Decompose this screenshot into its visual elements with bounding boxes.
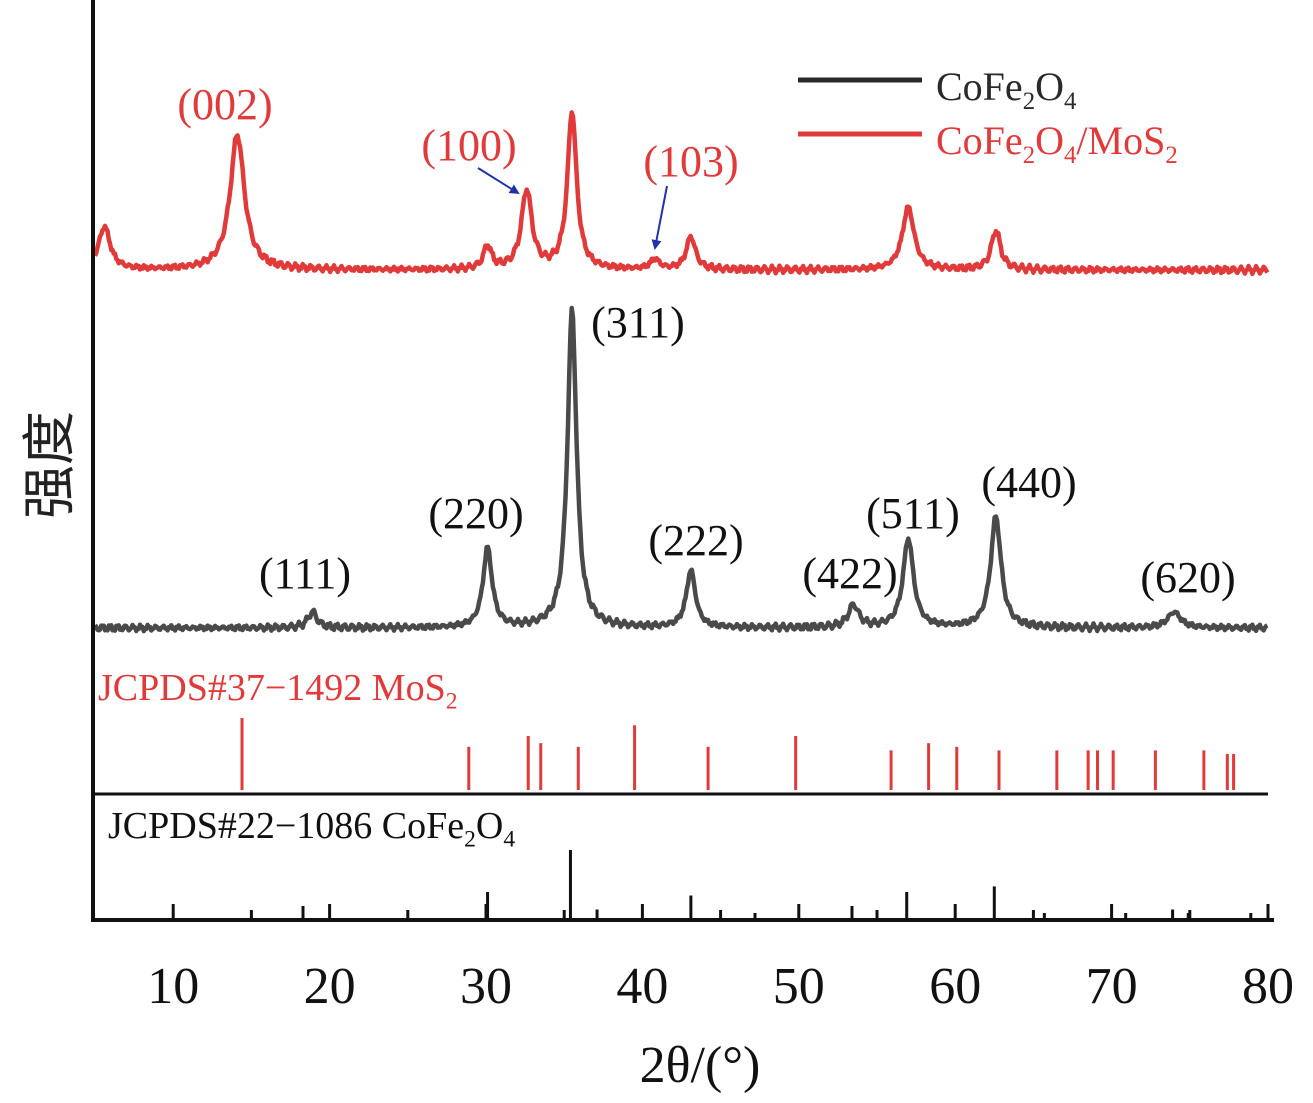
x-tick-label-1: 20 — [304, 958, 356, 1015]
x-tick-label-6: 70 — [1086, 958, 1138, 1015]
reference-label-0: JCPDS#37−1492 MoS2 — [98, 667, 457, 714]
peak-label-composite-0: (002) — [177, 80, 272, 129]
legend-label-1: CoFe2O4/MoS2 — [936, 118, 1178, 169]
peak-label-cofe2o4-4: (422) — [802, 549, 897, 598]
peak-label-cofe2o4-3: (222) — [648, 516, 743, 565]
peak-label-cofe2o4-7: (620) — [1140, 553, 1235, 602]
peak-label-cofe2o4-6: (440) — [981, 458, 1076, 507]
peak-label-cofe2o4-1: (220) — [428, 489, 523, 538]
x-tick-label-0: 10 — [147, 958, 199, 1015]
x-tick-label-7: 80 — [1242, 958, 1294, 1015]
x-tick-label-5: 60 — [929, 958, 981, 1015]
x-tick-label-4: 50 — [773, 958, 825, 1015]
y-axis-label: 强度 — [20, 411, 80, 519]
peak-label-composite-1: (100) — [421, 121, 516, 170]
x-axis-label: 2θ/(°) — [640, 1037, 761, 1094]
series-line-1 — [92, 110, 1270, 277]
peak-label-cofe2o4-2: (311) — [591, 298, 685, 347]
peak-label-cofe2o4-0: (111) — [259, 549, 351, 598]
plot-layer: (111) (220) (311) (222) (422) (511) (440) (620)… — [91, 0, 1294, 1015]
series-line-0 — [93, 305, 1269, 634]
x-tick-label-2: 30 — [460, 958, 512, 1015]
reference-label-1: JCPDS#22−1086 CoFe2O4 — [108, 805, 515, 852]
peak-label-composite-2: (103) — [643, 137, 738, 186]
annotation-arrow-103 — [651, 185, 668, 250]
peak-label-cofe2o4-5: (511) — [866, 489, 960, 538]
annotation-arrow-100 — [477, 167, 520, 195]
x-tick-label-3: 40 — [616, 958, 668, 1015]
legend-label-0: CoFe2O4 — [936, 64, 1077, 115]
